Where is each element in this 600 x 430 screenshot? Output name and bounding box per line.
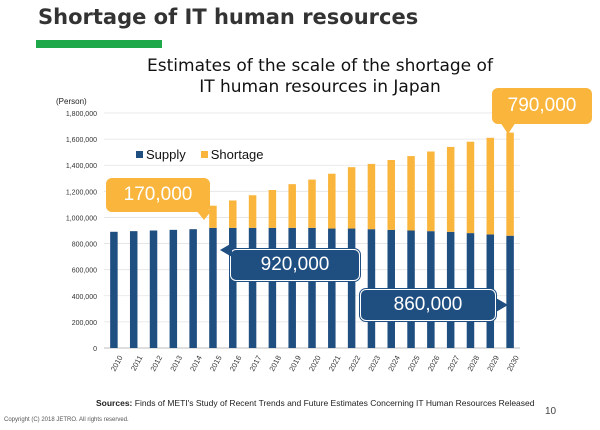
bar-shortage-2029 [486,137,495,235]
source-note: Sources: Finds of METI's Study of Recent… [96,398,534,408]
x-tick-label: 2010 [109,354,125,373]
callout-shortage-2030: 790,000 [492,88,592,124]
x-tick-label: 2020 [307,354,323,373]
x-tick-label: 2017 [248,354,264,373]
bar-shortage-2024 [387,160,395,230]
bar-shortage-2030 [506,132,514,236]
y-tick-label: 1,600,000 [66,137,97,144]
callout-supply-2030: 860,000 [360,289,496,321]
bar-shortage-2022 [347,167,356,229]
legend-item-supply: Supply [136,147,186,162]
legend-label-supply: Supply [146,147,186,162]
x-tick-label: 2022 [347,354,363,373]
chart-title-line-1: Estimates of the scale of the shortage o… [147,56,493,76]
legend-swatch-shortage [200,151,208,158]
x-tick-label: 2011 [129,354,145,372]
y-tick-label: 200,000 [72,320,97,327]
x-tick-label: 2030 [505,354,521,373]
x-tick-label: 2027 [446,354,462,373]
y-tick-label: 0 [93,346,97,353]
source-label: Sources: [96,398,133,408]
page-number: 10 [545,406,557,417]
x-tick-label: 2015 [208,354,224,373]
callout-supply-peak: 920,000 [230,249,360,281]
bar-supply-2011 [129,231,138,348]
y-axis-label: (Person) [56,97,87,106]
x-tick-label: 2024 [386,354,402,373]
bar-shortage-2016 [229,200,237,228]
chart-title-line-2: IT human resources in Japan [199,77,441,97]
bar-shortage-2015 [209,205,217,228]
bar-supply-2018 [268,227,277,348]
y-tick-label: 1,000,000 [66,215,97,222]
callout-shortage-2015-pointer [196,210,212,220]
x-tick-label: 2013 [168,354,184,373]
bar-supply-2016 [229,227,237,348]
y-tick-label: 1,200,000 [66,189,97,196]
callout-supply-2030-pointer [496,298,508,312]
bar-shortage-2017 [248,195,257,228]
x-tick-label: 2016 [228,354,244,373]
x-tick-label: 2014 [188,354,204,373]
bar-shortage-2028 [466,141,475,234]
bar-shortage-2027 [446,146,455,232]
bar-supply-2017 [248,227,257,348]
y-tick-label: 600,000 [72,268,97,275]
bar-supply-2014 [189,229,197,348]
y-tick-label: 1,800,000 [66,111,97,118]
bar-supply-2013 [169,229,178,348]
bar-supply-2030 [506,235,514,348]
bar-shortage-2023 [367,163,376,230]
legend-swatch-supply [136,151,143,158]
x-tick-label: 2018 [267,354,283,373]
bar-supply-2023 [367,229,376,348]
y-tick-label: 800,000 [72,242,97,249]
bar-shortage-2026 [427,151,435,232]
bar-supply-2021 [328,228,336,348]
bar-shortage-2020 [308,179,316,228]
callout-shortage-2030-pointer [500,122,516,134]
bar-shortage-2025 [407,156,415,231]
x-tick-label: 2023 [366,354,382,373]
bar-supply-2010 [110,231,118,348]
bar-supply-2015 [209,227,217,348]
x-tick-label: 2021 [327,354,343,373]
bar-supply-2012 [149,230,158,348]
x-tick-label: 2029 [485,354,501,373]
callout-shortage-2015: 170,000 [106,178,210,212]
x-tick-label: 2025 [406,354,422,373]
legend-label-shortage: Shortage [210,147,264,162]
x-tick-label: 2028 [465,354,481,373]
bar-shortage-2019 [288,184,296,228]
source-text: Finds of METI's Study of Recent Trends a… [134,398,535,408]
bar-supply-2019 [288,227,296,348]
callout-supply-peak-pointer [220,243,232,257]
y-tick-label: 400,000 [72,294,97,301]
copyright: Copyright (C) 2018 JETRO. All rights res… [4,417,129,423]
bar-supply-2020 [308,227,316,348]
x-tick-label: 2019 [287,354,303,373]
bar-shortage-2018 [268,190,277,228]
legend-item-shortage: Shortage [200,147,264,162]
chart-title: Estimates of the scale of the shortage o… [100,56,540,98]
x-tick-label: 2026 [426,354,442,373]
slide-title: Shortage of IT human resources [38,5,419,29]
x-tick-label: 2012 [148,354,164,373]
chart-legend: Supply Shortage [136,147,274,162]
bar-shortage-2021 [328,173,336,229]
bar-supply-2022 [347,228,356,348]
y-tick-label: 1,400,000 [66,163,97,170]
title-underline [36,40,162,48]
bar-supply-2024 [387,229,395,348]
